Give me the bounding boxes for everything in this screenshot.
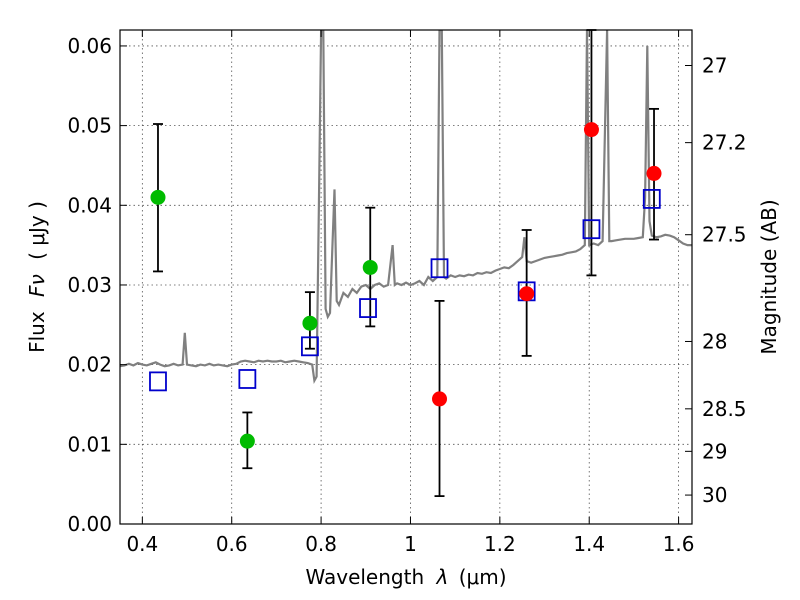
y2-tick-label: 29 — [702, 439, 727, 463]
model-square — [642, 189, 661, 209]
x-axis-label-symbol: λ — [436, 565, 449, 589]
y-axis-label-unit: ( μJy ) — [25, 201, 49, 260]
points-layer — [149, 29, 662, 498]
data-point — [583, 122, 599, 138]
y2-tick-label: 28.5 — [702, 397, 747, 421]
y-tick-label: 0.02 — [67, 353, 112, 377]
model-square — [149, 371, 167, 392]
y2-tick-label: 27.2 — [702, 131, 747, 155]
x-tick-label: 1.6 — [663, 532, 695, 556]
y2-tick-label: 27 — [702, 54, 727, 78]
y-axis-label: Flux Fν ( μJy ) — [25, 201, 49, 353]
model-square — [301, 336, 319, 357]
y2-axis-label: Magnitude (AB) — [757, 199, 781, 354]
x-tick-label: 0.6 — [216, 532, 248, 556]
plot-frame — [119, 29, 693, 525]
y2-tick-label: 30 — [702, 483, 727, 507]
data-point — [150, 189, 166, 205]
model-square — [238, 369, 257, 389]
data-point — [646, 165, 662, 181]
y-tick-label: 0.05 — [67, 114, 112, 138]
data-point — [239, 433, 255, 449]
x-tick-label: 1.4 — [573, 532, 605, 556]
spectrum-layer — [120, 30, 692, 385]
y-axis-label-text: Flux — [25, 311, 49, 353]
model-square — [359, 298, 377, 318]
y-axis-label-symbol: Fν — [25, 274, 49, 297]
model-square — [582, 219, 601, 240]
y-tick-label: 0.00 — [67, 512, 112, 536]
spectrum-line — [120, 30, 692, 385]
x-tick-label: 0.4 — [126, 532, 158, 556]
y2-tick-label: 27.5 — [702, 223, 747, 247]
data-point — [519, 286, 535, 302]
y-tick-label: 0.04 — [67, 193, 112, 217]
x-axis-label-unit: (μm) — [459, 565, 507, 589]
y-tick-label: 0.06 — [67, 34, 112, 58]
y-ticks: 0.00 0.01 0.02 0.03 0.04 0.05 0.06 — [67, 34, 127, 536]
x-tick-label: 0.8 — [305, 532, 337, 556]
y2-tick-label: 28 — [702, 329, 727, 353]
x-axis-label: Wavelength λ (μm) — [305, 565, 506, 589]
x-tick-label: 1 — [404, 532, 417, 556]
data-point — [432, 391, 448, 407]
data-point — [362, 259, 378, 275]
y-tick-label: 0.03 — [67, 273, 112, 297]
y2-ticks: 27 27.2 27.5 28 28.5 29 30 — [685, 54, 747, 507]
x-axis-label-text: Wavelength — [305, 565, 424, 589]
x-ticks: 0.4 0.6 0.8 1 1.2 1.4 1.6 — [126, 30, 695, 556]
model-square — [430, 258, 449, 279]
data-point — [302, 315, 318, 331]
x-tick-label: 1.2 — [484, 532, 516, 556]
y-tick-label: 0.01 — [67, 432, 112, 456]
